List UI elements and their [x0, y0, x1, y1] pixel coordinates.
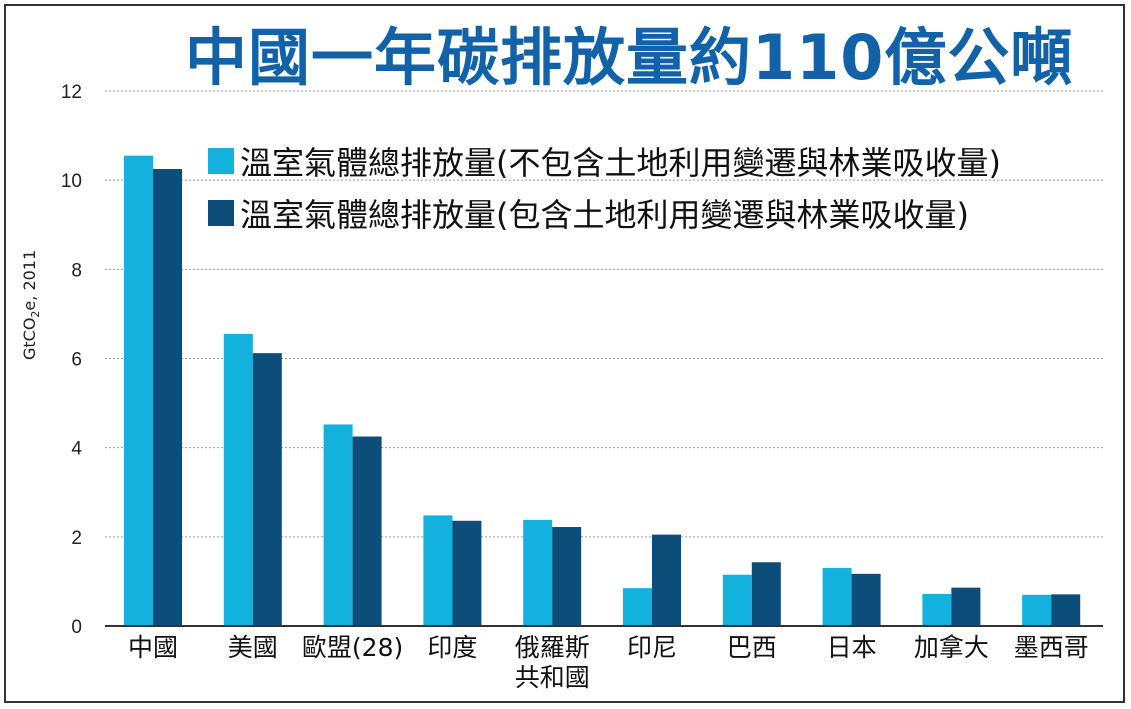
bar-1: [623, 588, 652, 626]
y-tick-label: 12: [61, 82, 82, 103]
x-tick-label: 巴西: [727, 633, 777, 662]
chart-title: 中國一年碳排放量約110億公噸: [185, 21, 1074, 94]
y-tick-label: 2: [71, 528, 82, 549]
legend: 溫室氣體總排放量(不包含土地利用變遷與林業吸收量) 溫室氣體總排放量(包含土地利…: [208, 135, 1001, 239]
x-tick-label: 俄羅斯: [515, 633, 590, 662]
bar-1: [722, 574, 752, 626]
y-axis-label: GtCO2e, 2011: [20, 250, 42, 360]
bar-2: [352, 436, 382, 626]
x-tick-label: 印度: [427, 633, 477, 662]
bar-2: [951, 587, 981, 626]
bar-2: [751, 562, 781, 626]
y-axis-label-subscript: 2: [29, 310, 43, 318]
y-tick-label: 0: [71, 617, 82, 638]
x-tick-label: 墨西哥: [1014, 633, 1089, 662]
bar-2: [851, 573, 881, 626]
bar-1: [822, 568, 852, 626]
y-axis-label-main: GtCO: [20, 317, 39, 360]
bar-2: [652, 534, 681, 626]
x-tick-label: 加拿大: [914, 633, 989, 662]
y-tick-label: 4: [71, 439, 82, 460]
legend-label-series-1: 溫室氣體總排放量(不包含土地利用變遷與林業吸收量): [240, 144, 1001, 182]
y-axis-label-suffix: e, 2011: [20, 249, 39, 311]
x-tick-label: 印尼: [627, 633, 677, 662]
x-tick-label: 中國: [128, 633, 178, 662]
bar-2: [153, 169, 182, 627]
bar-1: [423, 515, 453, 626]
bar-1: [1022, 594, 1052, 626]
legend-item-series-1: 溫室氣體總排放量(不包含土地利用變遷與林業吸收量): [208, 135, 1001, 187]
y-tick-label: 6: [71, 350, 82, 371]
x-tick-label: 共和國: [515, 663, 590, 692]
legend-swatch-series-1: [208, 148, 234, 174]
y-tick-label: 10: [61, 171, 82, 192]
x-tick-label: 歐盟(28): [302, 633, 403, 662]
bar-2: [452, 520, 482, 626]
x-tick-label: 美國: [228, 633, 278, 662]
bar-1: [124, 155, 153, 627]
legend-item-series-2: 溫室氣體總排放量(包含土地利用變遷與林業吸收量): [208, 187, 1001, 239]
y-tick-label: 8: [71, 260, 82, 281]
bar-1: [223, 333, 253, 626]
bar-1: [922, 593, 952, 626]
bar-2: [552, 527, 582, 626]
legend-label-series-2: 溫室氣體總排放量(包含土地利用變遷與林業吸收量): [240, 196, 969, 234]
bar-1: [323, 424, 353, 626]
bar-2: [252, 353, 282, 626]
legend-swatch-series-2: [208, 200, 234, 226]
x-tick-label: 日本: [827, 633, 877, 662]
bar-1: [523, 519, 553, 626]
bar-2: [1051, 594, 1081, 626]
